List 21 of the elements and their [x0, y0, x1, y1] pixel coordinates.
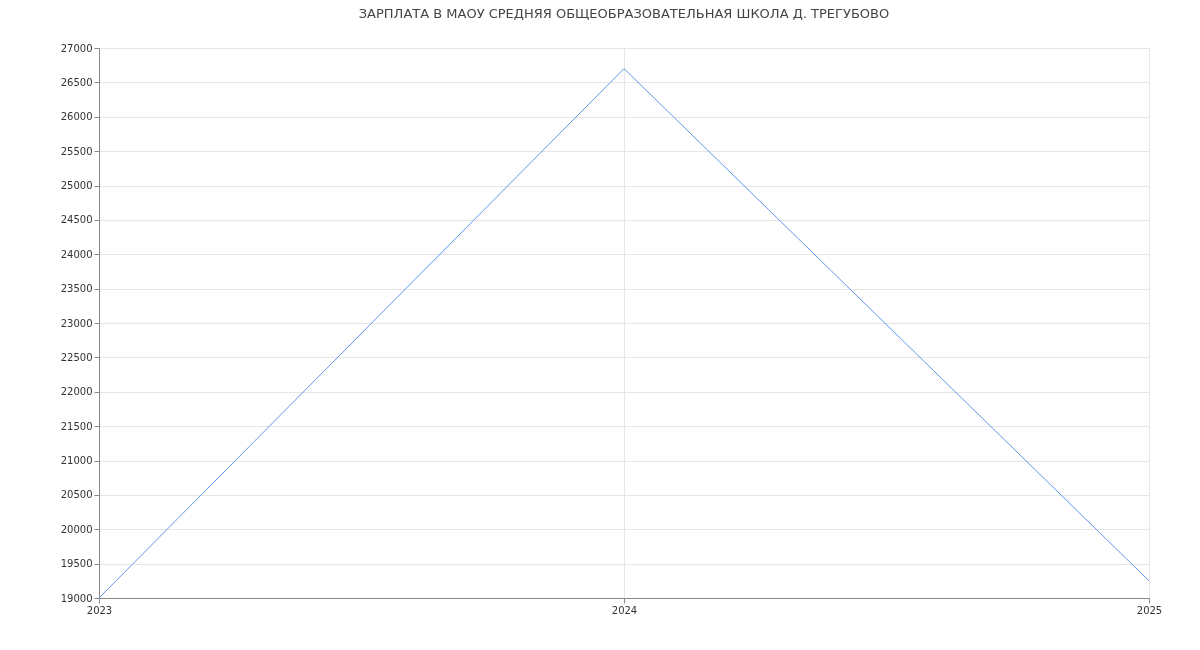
- y-tick-label: 27000: [60, 42, 93, 54]
- y-tick-label: 20000: [60, 523, 93, 535]
- y-tick-label: 24500: [60, 214, 93, 226]
- y-tick-label: 22000: [60, 386, 93, 398]
- y-tick-label: 21500: [60, 420, 93, 432]
- y-tick-label: 21000: [60, 455, 93, 466]
- x-tick-label: 2025: [1136, 604, 1163, 616]
- y-tick-label: 19500: [60, 558, 93, 570]
- y-tick-label: 25500: [60, 145, 93, 157]
- y-tick-label: 26500: [60, 76, 93, 88]
- y-tick-label: 24000: [60, 248, 93, 260]
- y-tick-label: 23000: [60, 317, 93, 329]
- y-tick-label: 26000: [60, 111, 93, 123]
- y-tick-label: 22500: [60, 351, 93, 363]
- y-tick-label: 19000: [60, 592, 93, 604]
- y-tick-label: 20500: [60, 489, 93, 501]
- y-tick-label: 23500: [60, 283, 93, 295]
- y-tick-label: 25000: [60, 180, 93, 191]
- x-tick-label: 2024: [611, 604, 638, 616]
- chart-title: ЗАРПЛАТА В МАОУ СРЕДНЯЯ ОБЩЕОБРАЗОВАТЕЛЬНАЯ ШКОЛА Д. ТРЕГУБОВО: [358, 6, 890, 21]
- x-tick-label: 2023: [86, 604, 113, 616]
